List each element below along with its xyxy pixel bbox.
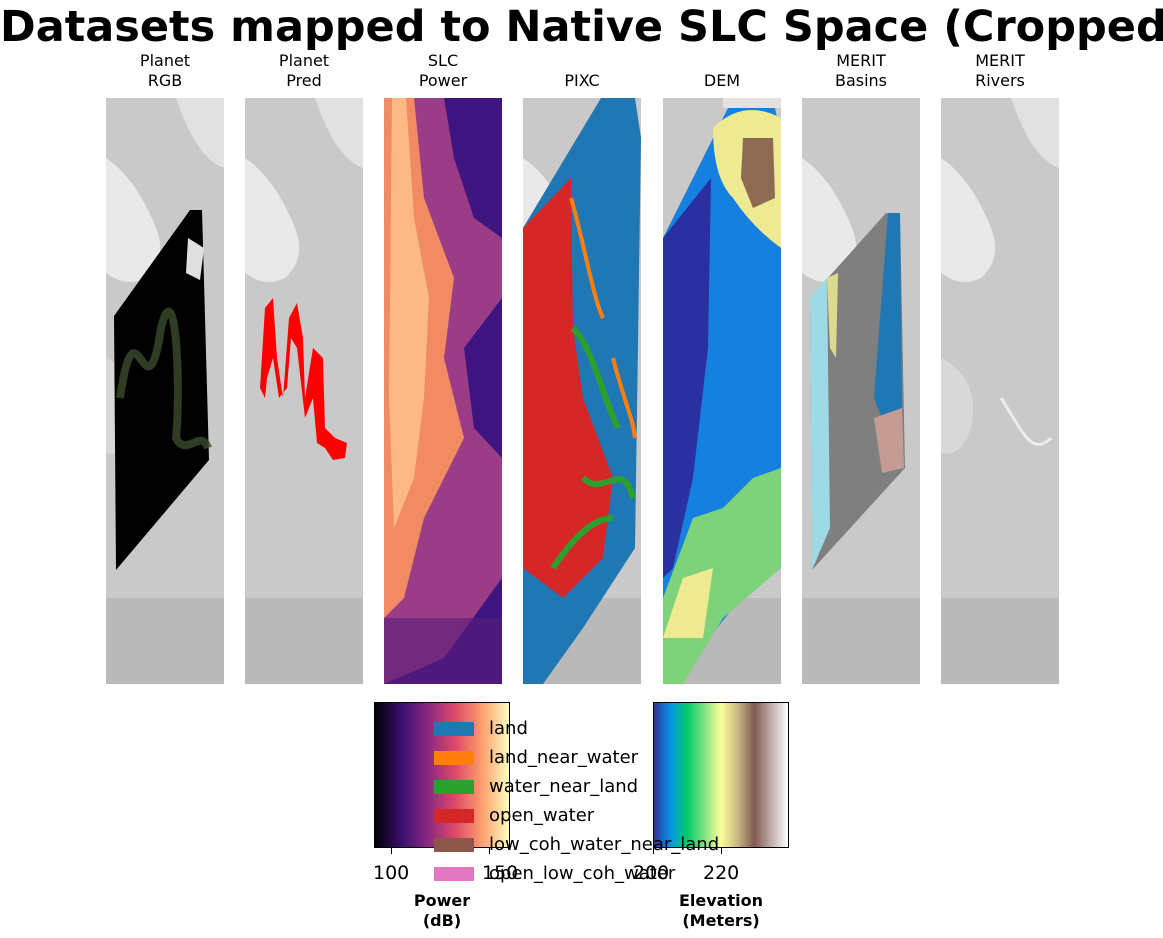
panel-title-merit-basins: MERIT Basins <box>834 51 888 90</box>
panel-title-pixc: PIXC <box>564 71 600 90</box>
panel-title-planet-rgb: Planet RGB <box>139 51 191 90</box>
legend-swatch <box>434 867 474 881</box>
power-colorbar-label: Power (dB) <box>413 891 471 930</box>
legend-swatch <box>434 809 474 823</box>
legend-swatch <box>434 751 474 765</box>
power-tick-mark-150 <box>489 848 490 854</box>
power-tick-label: 150 <box>482 862 519 884</box>
legend-label: water_near_land <box>489 776 639 797</box>
elevation-tick-mark-220 <box>721 848 722 854</box>
elevation-tick-label: 200 <box>633 862 670 884</box>
legend-swatch <box>434 838 474 852</box>
legend-swatch <box>434 722 474 736</box>
elevation-colorbar <box>653 702 789 848</box>
panel-dem <box>663 98 781 684</box>
legend-label: low_coh_water_near_land <box>489 834 720 855</box>
panel-title-planet-pred: Planet Pred <box>278 51 330 90</box>
legend-label: land_near_water <box>489 747 639 768</box>
panel-title-slc-power: SLC Power <box>418 51 468 90</box>
panel-title-merit-rivers: MERIT Rivers <box>975 51 1025 90</box>
panel-title-dem: DEM <box>703 71 741 90</box>
panel-merit-rivers <box>941 98 1059 684</box>
panel-slc-power <box>384 98 502 684</box>
elevation-tick-label: 220 <box>703 862 740 884</box>
power-tick-label: 100 <box>373 862 410 884</box>
panel-planet-pred <box>245 98 363 684</box>
figure-title: Datasets mapped to Native SLC Space (Cro… <box>0 2 1163 52</box>
legend-label: open_water <box>489 805 595 826</box>
power-tick-mark-100 <box>391 848 392 854</box>
elevation-tick-mark-200 <box>653 848 654 854</box>
legend-swatch <box>434 780 474 794</box>
panel-pixc <box>523 98 641 684</box>
panel-planet-rgb <box>106 98 224 684</box>
legend-label: land <box>489 718 528 739</box>
legend-label: open_low_coh_water <box>489 863 676 884</box>
panel-merit-basins <box>802 98 920 684</box>
elevation-colorbar-label: Elevation (Meters) <box>678 891 763 930</box>
